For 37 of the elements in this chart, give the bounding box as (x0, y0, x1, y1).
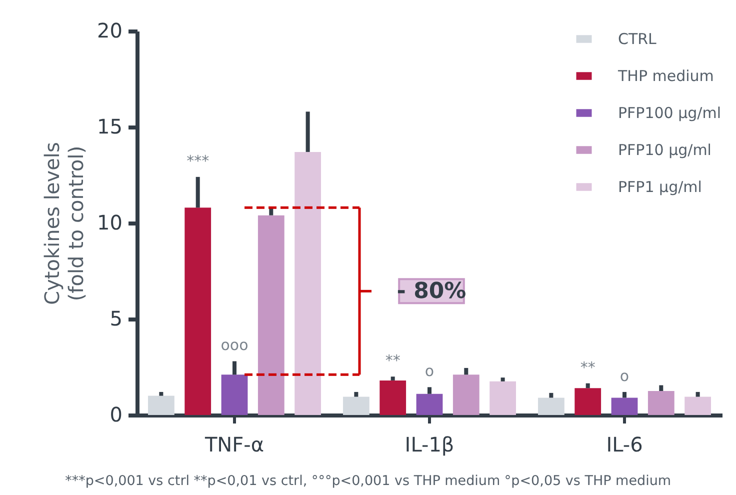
legend-label: CTRL (618, 30, 658, 48)
y-tick-label: 0 (110, 402, 122, 426)
x-tick-label: TNF-α (204, 432, 264, 456)
legend-label: THP medium (617, 67, 714, 85)
bar (648, 391, 674, 415)
text: ***p<0,001 vs ctrl **p<0,01 vs ctrl, °°°p<0,001 vs THP medium °p<0,05 vs THP medium (65, 473, 672, 489)
data-label: ** (580, 358, 596, 376)
data-label: ooo (220, 336, 248, 354)
y-tick-label: 10 (97, 210, 122, 234)
data-label: *** (186, 152, 210, 170)
y-axis-title: Cytokines levels (fold to control) (40, 142, 88, 305)
bar (538, 398, 564, 415)
y-tick-label: 20 (97, 18, 122, 42)
data-label: o (424, 362, 434, 380)
bar (258, 215, 284, 415)
x-tick-label: IL-6 (606, 432, 643, 456)
legend-label: PFP100 μg/ml (618, 104, 722, 122)
bar (574, 388, 602, 415)
bar (684, 396, 712, 415)
annotation: - 80% (396, 279, 466, 304)
y-tick-label: 5 (110, 306, 122, 330)
bar (294, 152, 322, 415)
legend-label: PFP1 μg/ml (618, 178, 702, 196)
data-label: ** (385, 352, 401, 370)
bar (184, 208, 212, 415)
bar (380, 380, 406, 415)
bar (342, 396, 370, 415)
bar (416, 394, 443, 415)
bar (452, 374, 480, 415)
y-tick-label: 15 (97, 114, 122, 138)
bar (148, 396, 174, 415)
bar (221, 374, 248, 415)
x-tick-label: IL-1β (404, 432, 454, 456)
bar (490, 381, 516, 415)
data-label: o (620, 366, 630, 385)
legend-label: PFP10 μg/ml (618, 141, 712, 159)
bar (611, 398, 638, 415)
